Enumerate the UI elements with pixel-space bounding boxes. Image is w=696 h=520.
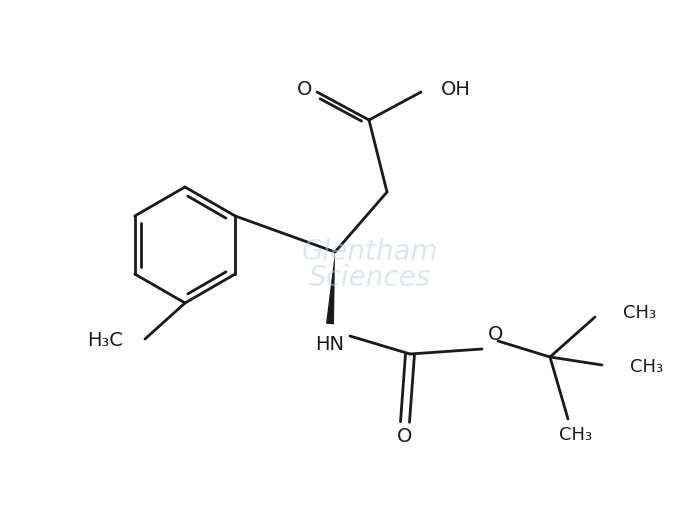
Text: CH₃: CH₃ xyxy=(630,358,663,376)
Text: CH₃: CH₃ xyxy=(623,304,656,322)
Text: CH₃: CH₃ xyxy=(560,426,592,444)
Text: O: O xyxy=(297,80,313,98)
Polygon shape xyxy=(326,252,335,324)
Text: H₃C: H₃C xyxy=(87,332,123,350)
Text: O: O xyxy=(397,426,413,446)
Text: OH: OH xyxy=(441,80,471,98)
Text: O: O xyxy=(489,326,504,345)
Text: Sciences: Sciences xyxy=(309,264,431,292)
Text: HN: HN xyxy=(315,334,345,354)
Text: Glentham: Glentham xyxy=(302,238,438,266)
